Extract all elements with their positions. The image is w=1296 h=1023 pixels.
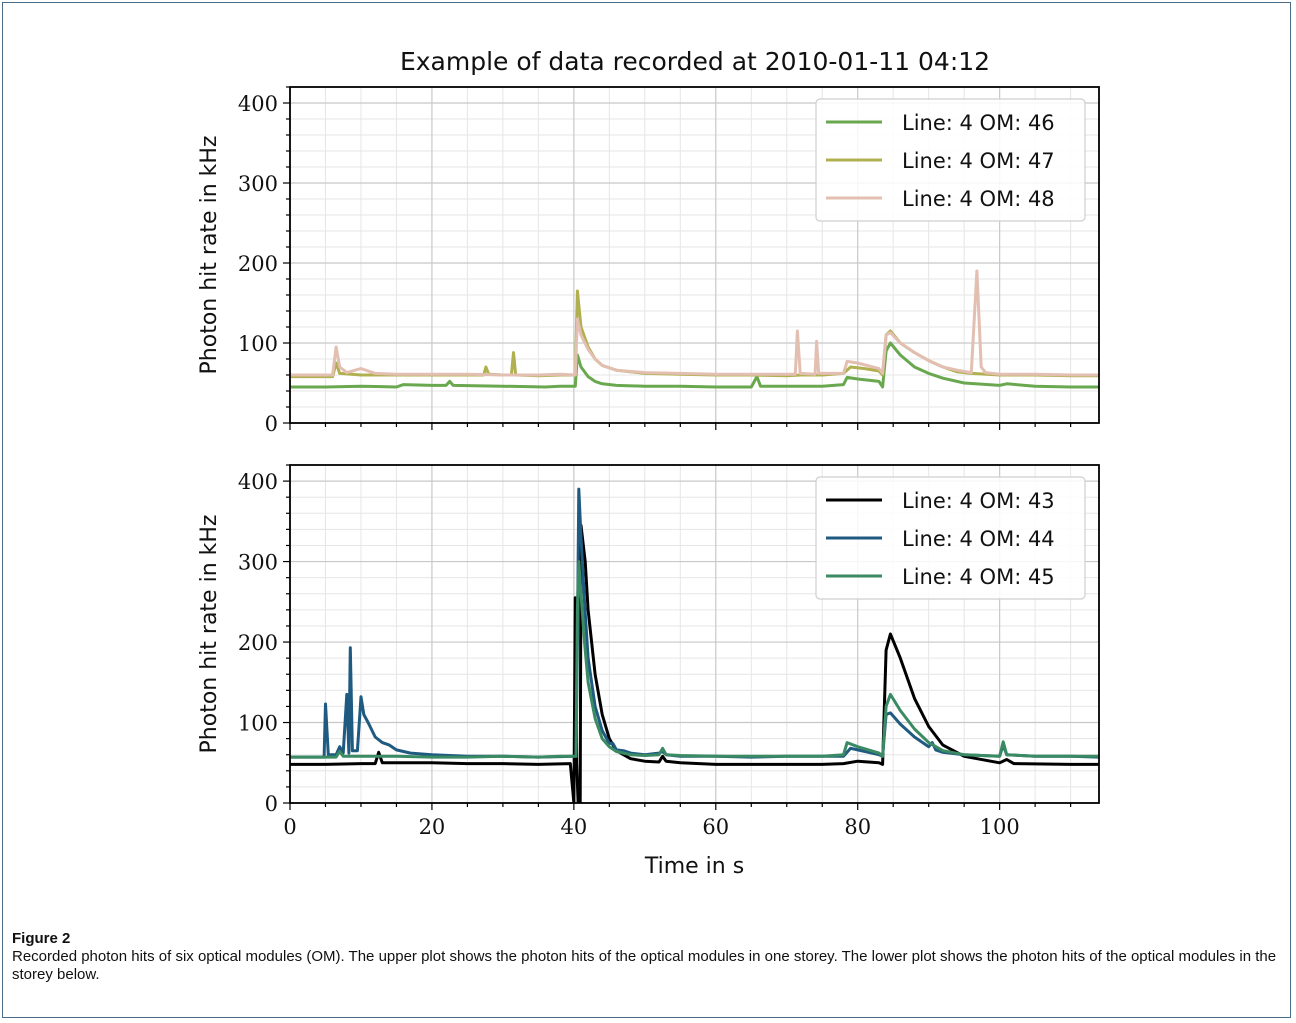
caption-label: Figure 2 — [12, 930, 71, 947]
plot-frame — [289, 86, 1100, 424]
y-tick-label: 200 — [238, 631, 278, 655]
x-tick-label: 20 — [419, 815, 446, 839]
legend: Line: 4 OM: 43 Line: 4 OM: 44 Line: 4 OM: … — [815, 476, 1086, 600]
legend-label: Line: 4 OM: 46 — [902, 111, 1055, 135]
series-line-3 — [290, 560, 1099, 759]
legend-box — [815, 476, 1086, 600]
series-line-1 — [290, 523, 1099, 803]
legend-label: Line: 4 OM: 47 — [902, 149, 1055, 173]
y-axis-label: Photon hit rate in kHz — [197, 515, 222, 754]
lower-plot: 0 100 200 300 400 0 20 40 60 80 100 Photon hit rate… — [197, 464, 1100, 879]
x-tick-label: 100 — [980, 815, 1020, 839]
x-tick-label: 0 — [283, 815, 296, 839]
legend: Line: 4 OM: 46 Line: 4 OM: 47 Line: 4 OM: … — [815, 98, 1086, 222]
legend-label: Line: 4 OM: 43 — [902, 489, 1055, 513]
series-line-2 — [290, 487, 1099, 759]
figure-caption: Figure 2 Recorded photon hits of six opt… — [12, 930, 1282, 984]
x-tick-label: 60 — [702, 815, 729, 839]
chart-title: Example of data recorded at 2010-01-11 0… — [400, 47, 990, 76]
legend-label: Line: 4 OM: 44 — [902, 527, 1055, 551]
legend-label: Line: 4 OM: 45 — [902, 565, 1055, 589]
series-line-3 — [290, 269, 1099, 377]
plot-frame — [289, 464, 1100, 804]
y-tick-label: 100 — [238, 712, 278, 736]
figure-canvas: Example of data recorded at 2010-01-11 0… — [197, 47, 1100, 879]
series-group — [290, 487, 1099, 803]
upper-plot: 0 100 200 300 400 Photon hit rate in kHz Line:… — [197, 86, 1100, 436]
y-tick-label: 400 — [238, 470, 278, 494]
y-tick-label: 0 — [265, 792, 278, 816]
x-axis-label: Time in s — [644, 854, 744, 879]
y-tick-label: 300 — [238, 551, 278, 575]
x-tick-label: 40 — [560, 815, 587, 839]
y-tick-label: 200 — [238, 252, 278, 276]
y-axis-label: Photon hit rate in kHz — [197, 136, 222, 375]
legend-label: Line: 4 OM: 48 — [902, 187, 1055, 211]
y-tick-label: 0 — [265, 412, 278, 436]
x-tick-label: 80 — [844, 815, 871, 839]
legend-box — [815, 98, 1086, 222]
caption-text: Recorded photon hits of six optical modu… — [12, 948, 1277, 983]
series-group — [290, 269, 1099, 389]
y-tick-label: 100 — [238, 332, 278, 356]
series-line-1 — [290, 341, 1099, 389]
y-tick-label: 400 — [238, 92, 278, 116]
y-tick-label: 300 — [238, 172, 278, 196]
